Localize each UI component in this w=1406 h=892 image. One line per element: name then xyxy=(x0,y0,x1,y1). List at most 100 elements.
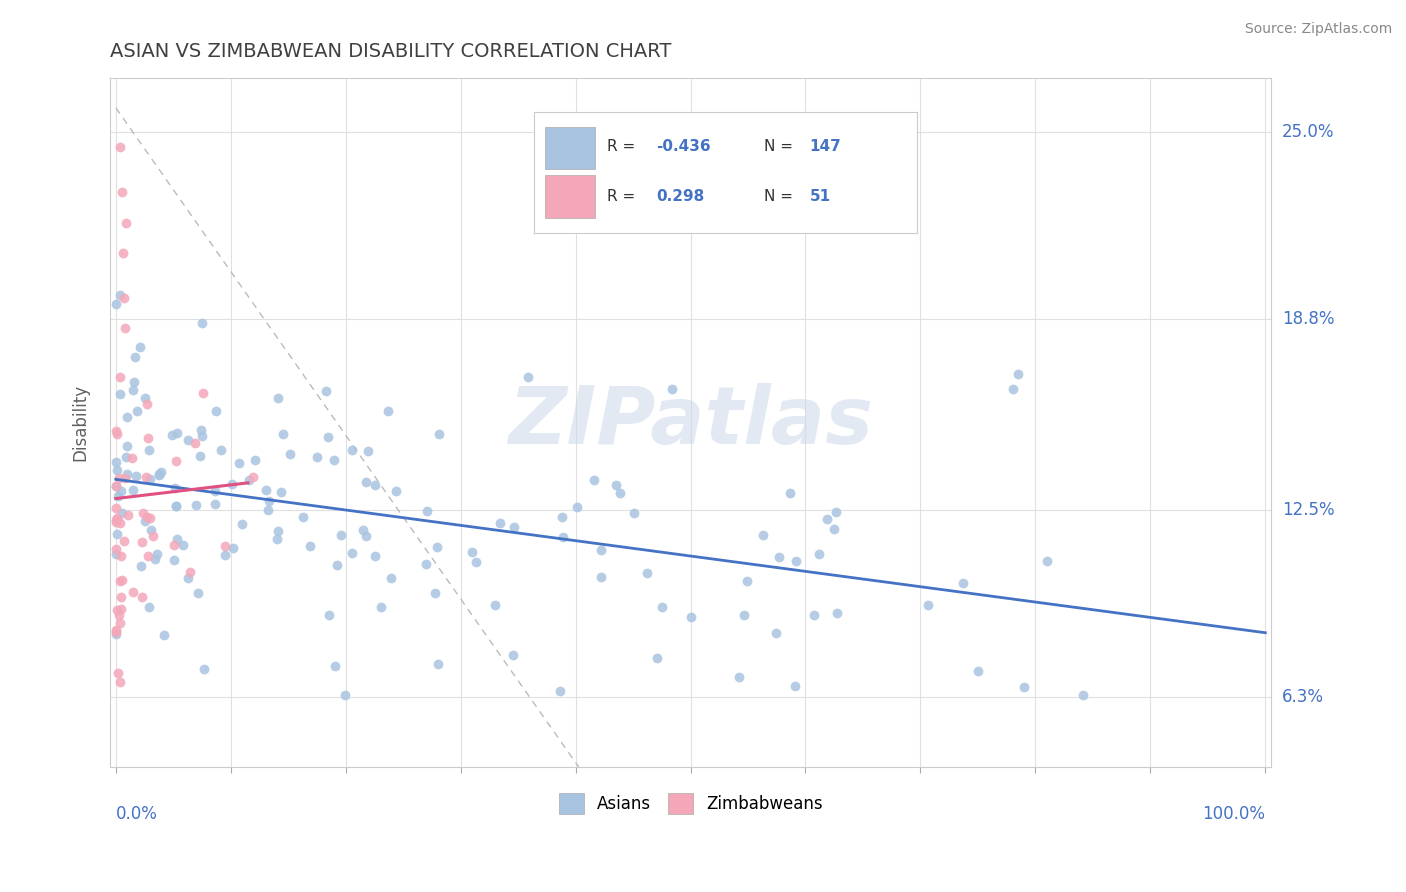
Point xyxy=(104,541,127,556)
Point xyxy=(204,483,226,498)
Point xyxy=(142,528,165,542)
Point xyxy=(146,547,169,561)
Point xyxy=(636,566,658,580)
Point xyxy=(110,484,132,499)
Point xyxy=(135,397,157,411)
Text: 0.0%: 0.0% xyxy=(115,805,157,823)
Point xyxy=(108,288,131,302)
Point xyxy=(135,470,157,484)
Point xyxy=(110,186,132,200)
Point xyxy=(122,383,145,397)
Point xyxy=(752,528,775,542)
Point xyxy=(150,465,173,479)
Point xyxy=(112,534,135,549)
Point xyxy=(111,574,134,588)
Point xyxy=(105,527,128,541)
Point xyxy=(204,497,226,511)
Point xyxy=(107,463,129,477)
Y-axis label: Disability: Disability xyxy=(72,384,89,460)
Point xyxy=(107,666,129,681)
Point xyxy=(114,471,136,485)
Point xyxy=(426,540,449,554)
Point xyxy=(129,340,152,354)
Point xyxy=(517,370,540,384)
Point xyxy=(125,469,148,483)
Point xyxy=(364,477,387,491)
Text: ASIAN VS ZIMBABWEAN DISABILITY CORRELATION CHART: ASIAN VS ZIMBABWEAN DISABILITY CORRELATI… xyxy=(110,42,672,61)
Point xyxy=(115,216,138,230)
Point xyxy=(191,429,214,443)
Point xyxy=(256,503,278,517)
Point xyxy=(488,516,510,530)
Point xyxy=(214,539,236,553)
Point xyxy=(139,472,162,486)
Point xyxy=(193,662,215,676)
Point xyxy=(104,455,127,469)
Point xyxy=(122,483,145,497)
Point xyxy=(115,439,138,453)
Point xyxy=(188,449,211,463)
Point xyxy=(148,467,170,482)
Point xyxy=(107,489,129,503)
Point xyxy=(105,548,128,562)
Point xyxy=(105,478,128,492)
Point xyxy=(733,608,755,623)
Point xyxy=(163,553,186,567)
Point xyxy=(299,539,322,553)
Point xyxy=(104,501,127,516)
Point xyxy=(122,375,145,389)
Point xyxy=(323,658,346,673)
Point xyxy=(115,409,138,424)
Point xyxy=(177,433,200,447)
Point xyxy=(121,585,143,599)
Point xyxy=(661,382,683,396)
Point xyxy=(114,321,136,335)
Point xyxy=(591,570,613,584)
Point xyxy=(257,493,280,508)
Point xyxy=(111,506,134,520)
Point xyxy=(551,531,574,545)
Point xyxy=(1001,382,1024,396)
Point xyxy=(184,498,207,512)
Point xyxy=(134,391,156,405)
Point xyxy=(153,628,176,642)
Point xyxy=(256,483,278,497)
Point xyxy=(163,481,186,495)
Point xyxy=(125,403,148,417)
Point xyxy=(823,522,845,536)
Point xyxy=(110,549,132,564)
Point xyxy=(205,404,228,418)
Point xyxy=(270,485,292,500)
Point xyxy=(340,546,363,560)
Point xyxy=(104,424,127,438)
Point xyxy=(166,426,188,441)
Point xyxy=(105,511,128,525)
Point xyxy=(136,549,159,564)
Point xyxy=(318,608,340,623)
Point xyxy=(385,483,408,498)
Point xyxy=(141,523,163,537)
Point xyxy=(110,602,132,616)
Point xyxy=(105,627,128,641)
Point xyxy=(165,499,187,513)
Text: 12.5%: 12.5% xyxy=(1282,500,1334,519)
Point xyxy=(356,444,378,458)
Point xyxy=(323,452,346,467)
Point xyxy=(191,386,214,401)
Point xyxy=(825,506,848,520)
Text: ZIPatlas: ZIPatlas xyxy=(508,383,873,461)
Point xyxy=(117,508,139,523)
Point xyxy=(415,558,437,572)
Point xyxy=(105,427,128,442)
Point xyxy=(110,386,132,401)
Point xyxy=(354,475,377,489)
Point xyxy=(917,598,939,612)
Point xyxy=(242,470,264,484)
Point xyxy=(779,485,801,500)
Point xyxy=(221,477,243,491)
Point xyxy=(266,533,288,547)
Point xyxy=(807,547,830,561)
Point xyxy=(765,626,787,640)
Point xyxy=(190,423,212,437)
Point xyxy=(165,454,187,468)
